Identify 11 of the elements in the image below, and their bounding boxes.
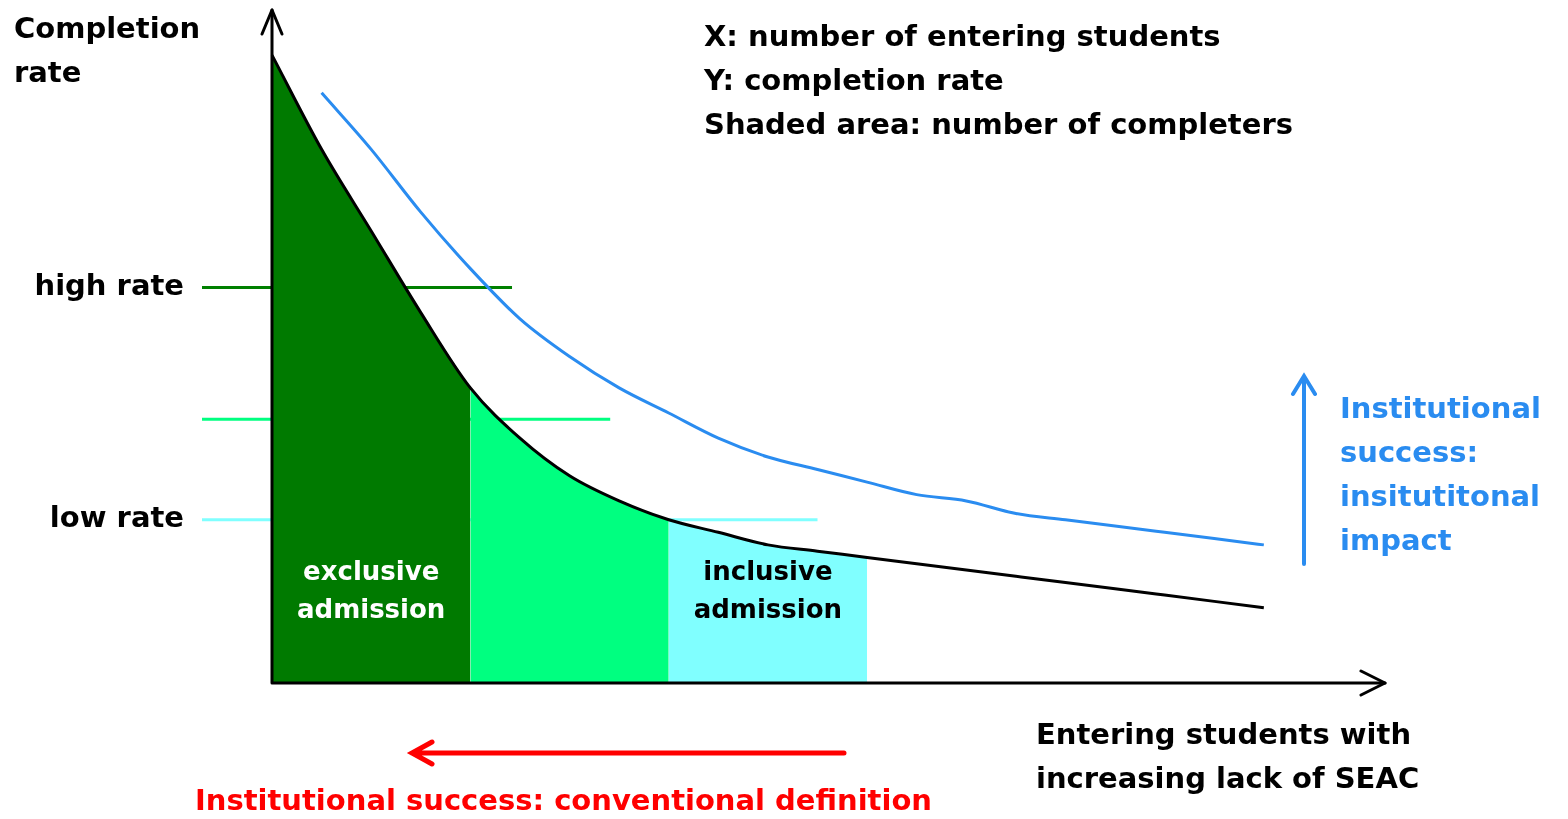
series-label: inclusive admission <box>693 555 843 624</box>
series-label: exclusive admission <box>296 555 446 624</box>
annotation: Institutional success: insitutitonal impact <box>1340 390 1542 559</box>
text: Institutional success: conventional definition <box>195 782 932 819</box>
ref-line-label: low rate <box>49 500 184 535</box>
y-axis-title: Completion rate <box>14 10 202 91</box>
ref-line-label: high rate <box>34 267 184 302</box>
annotation: Shaded area: number of completers <box>704 106 1293 143</box>
x-axis-title: Entering students with increasing lack of SEAC <box>1036 716 1421 797</box>
annotation: Y: completion rate <box>704 62 1004 99</box>
text: X: number of entering students <box>704 18 1221 55</box>
